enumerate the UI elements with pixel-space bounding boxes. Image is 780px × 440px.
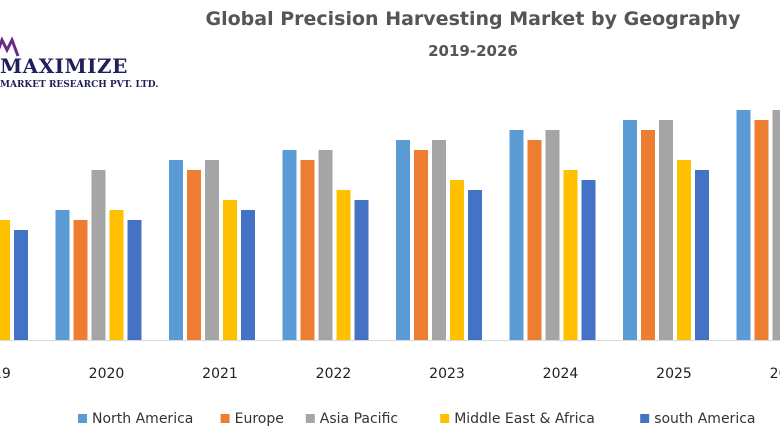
logo-name: MAXIMIZE: [0, 54, 128, 78]
bar-2026-europe: [754, 120, 769, 340]
x-tick-label: 2020: [89, 366, 125, 382]
x-tick-label: 2026: [770, 366, 780, 382]
legend-label: Europe: [235, 411, 284, 427]
bar-2022-europe: [300, 160, 315, 340]
bar-2024-europe: [527, 140, 542, 340]
bar-2021-europe: [187, 170, 201, 340]
bar-2025-middle-east-africa: [677, 160, 691, 340]
logo-subtitle: MARKET RESEARCH PVT. LTD.: [0, 80, 159, 90]
bar-2020-south-america: [127, 220, 142, 340]
legend-label: south America: [654, 411, 755, 427]
bar-2021-middle-east-africa: [223, 200, 237, 340]
x-tick-label: 2025: [656, 366, 692, 382]
bar-2024-south-america: [581, 180, 596, 340]
bar-2023-middle-east-africa: [450, 180, 464, 340]
x-tick-label: 2022: [316, 366, 352, 382]
legend-label: Middle East & Africa: [454, 411, 595, 427]
x-tick-label: 2023: [429, 366, 465, 382]
bar-2020-north-america: [55, 210, 70, 340]
bar-2023-europe: [414, 150, 428, 340]
bar-2023-south-america: [468, 190, 482, 340]
x-tick-label: 2019: [0, 366, 11, 382]
bar-2022-asia-pacific: [318, 150, 333, 340]
bar-2022-north-america: [282, 150, 297, 340]
bar-2025-south-america: [695, 170, 709, 340]
company-logo: MAXIMIZE MARKET RESEARCH PVT. LTD.: [0, 36, 175, 96]
bar-2021-asia-pacific: [205, 160, 219, 340]
bar-2021-south-america: [241, 210, 255, 340]
bar-2025-asia-pacific: [659, 120, 673, 340]
legend-swatch: [640, 414, 650, 423]
legend-label: North America: [92, 411, 193, 427]
bar-2019-south-america: [14, 230, 28, 340]
logo-emblem-icon: [0, 36, 20, 57]
bar-2020-middle-east-africa: [109, 210, 124, 340]
bar-2026-asia-pacific: [772, 110, 780, 340]
legend-swatch: [440, 414, 450, 423]
legend-swatch: [220, 414, 230, 423]
bar-2020-asia-pacific: [91, 170, 106, 340]
bar-2024-middle-east-africa: [563, 170, 578, 340]
legend-label: Asia Pacific: [320, 411, 398, 427]
bar-2022-middle-east-africa: [336, 190, 351, 340]
x-tick-label: 2021: [202, 366, 238, 382]
bar-2025-north-america: [623, 120, 637, 340]
chart-title: Global Precision Harvesting Market by Ge…: [205, 8, 741, 30]
bar-2021-north-america: [169, 160, 183, 340]
legend-swatch: [78, 414, 87, 423]
bar-2024-asia-pacific: [545, 130, 560, 340]
chart-subtitle: 2019-2026: [428, 42, 518, 60]
bar-2024-north-america: [509, 130, 524, 340]
bar-2023-north-america: [396, 140, 410, 340]
bar-2026-north-america: [736, 110, 751, 340]
x-tick-label: 2024: [543, 366, 579, 382]
bar-2022-south-america: [354, 200, 369, 340]
bar-2025-europe: [641, 130, 655, 340]
bar-2023-asia-pacific: [432, 140, 446, 340]
legend-swatch: [305, 414, 315, 423]
bar-2019-middle-east-africa: [0, 220, 10, 340]
bar-2020-europe: [73, 220, 88, 340]
